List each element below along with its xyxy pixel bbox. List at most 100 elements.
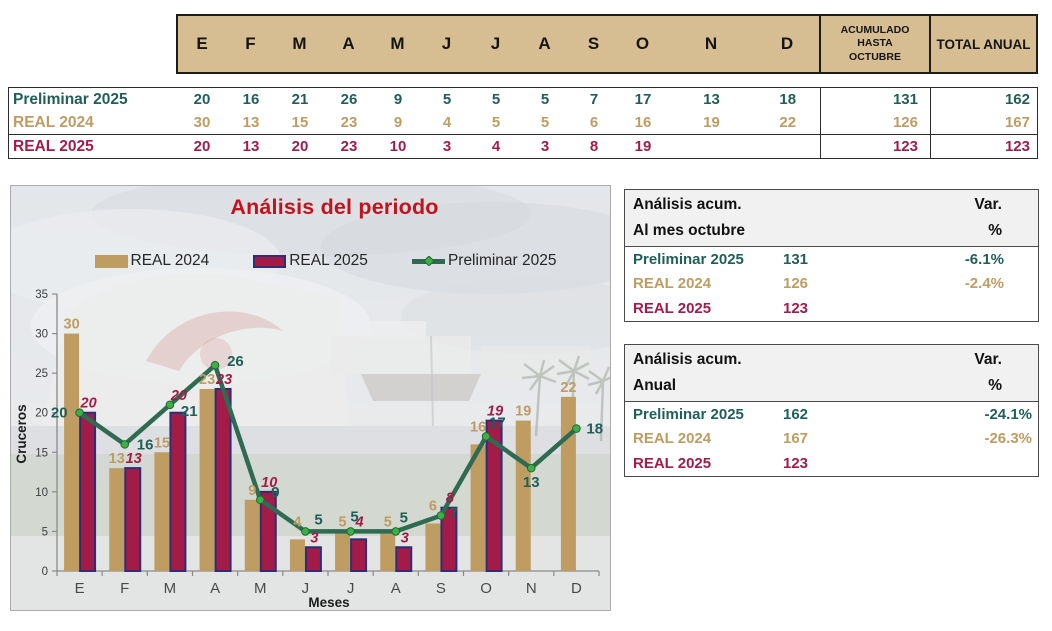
month-header-5: M xyxy=(373,14,422,74)
y-tick-label: 0 xyxy=(42,566,48,578)
y-tick-label: 30 xyxy=(35,329,48,341)
legend-label: Preliminar 2025 xyxy=(447,252,557,269)
bar-real2024 xyxy=(109,468,125,571)
acum-header-title: Análisis acum. xyxy=(633,196,742,213)
month-value-cell: 23 xyxy=(324,134,374,159)
period-analysis-chart: 0 5 10 15 20 25 30 35 E F M A M J J A S O N D 30 13 15 23 9 4 5 5 6 1… xyxy=(10,185,611,611)
line-label-preliminar2025: 18 xyxy=(586,421,603,438)
month-value-cell: 18 xyxy=(755,87,821,111)
total-column-header: TOTAL ANUAL xyxy=(929,14,1038,74)
line-label-preliminar2025: 7 xyxy=(450,505,458,522)
month-value-cell: 30 xyxy=(193,114,211,131)
bar-real2024 xyxy=(335,531,351,571)
month-header-7: J xyxy=(471,14,520,74)
month-value-cell: 26 xyxy=(324,87,374,111)
month-header-1: E xyxy=(176,14,226,74)
bar-real2025 xyxy=(395,546,413,572)
acum-row-label: Preliminar 2025 xyxy=(633,405,744,423)
acum-row-value: 123 xyxy=(783,454,809,472)
line-marker-icon xyxy=(75,408,84,418)
line-label-preliminar2025: 20 xyxy=(51,405,68,422)
line-marker-icon xyxy=(572,424,581,433)
y-tick-label: 20 xyxy=(35,408,48,420)
row-label: Preliminar 2025 xyxy=(8,87,178,111)
acum-row-value: 131 xyxy=(783,250,809,268)
line-label-preliminar2025: 16 xyxy=(137,436,154,453)
month-value-cell xyxy=(667,134,756,159)
month-header-2: F xyxy=(226,14,275,74)
bar-real2024 xyxy=(289,539,305,571)
acum-row-value: 162 xyxy=(783,405,809,423)
month-value-cell xyxy=(755,134,821,159)
bar-label-real2024: 4 xyxy=(293,514,301,530)
bar-label-real2024: 23 xyxy=(199,372,215,388)
month-value-cell: 19 xyxy=(618,134,668,159)
bar-label-real2024: 13 xyxy=(109,451,125,467)
month-value-cell: 6 xyxy=(589,114,599,131)
bar-label-real2025: 23 xyxy=(215,372,232,388)
x-category-label: J xyxy=(302,580,310,597)
month-value-cell: 9 xyxy=(393,114,403,131)
y-tick-label: 10 xyxy=(35,487,48,499)
bar-label-real2025: 3 xyxy=(310,530,318,546)
acum-table-row: Preliminar 2025 131 -6.1% xyxy=(625,247,1038,272)
acum-header-title: Análisis acum. xyxy=(633,351,742,368)
bar-label-real2024: 5 xyxy=(384,514,392,530)
line-label-preliminar2025: 9 xyxy=(271,484,279,501)
acum-row-label: REAL 2024 xyxy=(633,275,712,293)
bar-label-real2025: 8 xyxy=(446,491,455,507)
legend-label: REAL 2025 xyxy=(289,252,368,269)
table-row: REAL 2025 20 13 20 23 10 3 4 3 8 19 123 123 xyxy=(8,134,1038,159)
bar-real2024 xyxy=(560,396,576,571)
acum-row-label: REAL 2024 xyxy=(633,430,712,448)
x-category-label: N xyxy=(526,580,537,597)
y-tick-label: 15 xyxy=(35,447,48,459)
table-row: Preliminar 2025 20 16 21 26 9 5 5 5 7 17 13 18 131 162 xyxy=(8,87,1038,111)
bar-label-real2025: 10 xyxy=(261,475,277,491)
bar-real2025 xyxy=(214,387,232,572)
bar-real2024 xyxy=(380,531,396,571)
acum-header-title: Anual xyxy=(633,377,677,394)
acum-header-title: Al mes octubre xyxy=(633,222,745,239)
line-marker-icon xyxy=(391,527,401,536)
bar-label-real2024: 30 xyxy=(64,317,80,333)
line-preliminar2025 xyxy=(77,362,579,534)
total-value-cell: 162 xyxy=(930,87,1038,111)
bar-label-real2025: 13 xyxy=(126,451,142,467)
bar-real2025 xyxy=(259,490,277,573)
bar-real2025 xyxy=(350,538,368,573)
month-value-cell: 13 xyxy=(667,87,756,111)
month-value-cell: 8 xyxy=(569,134,619,159)
month-value-cell: 21 xyxy=(275,87,325,111)
month-header-8: A xyxy=(520,14,569,74)
line-marker-icon xyxy=(346,527,355,536)
line-label-preliminar2025: 5 xyxy=(350,508,358,525)
legend-swatch-icon xyxy=(253,254,287,268)
month-value-cell: 19 xyxy=(703,114,720,131)
acum-row-variation: -6.1% xyxy=(964,250,1004,268)
bar-real2024 xyxy=(64,333,80,571)
bar-label-real2024: 6 xyxy=(429,499,437,515)
month-value-cell: 10 xyxy=(373,134,423,159)
bar-label-real2025: 20 xyxy=(170,388,187,404)
month-header-11: N xyxy=(667,14,755,74)
bar-real2025 xyxy=(124,467,142,572)
month-value-cell: 3 xyxy=(520,134,570,159)
total-value-cell: 123 xyxy=(930,134,1038,159)
month-value-cell: 4 xyxy=(442,114,452,131)
month-header-12: D xyxy=(755,14,820,74)
month-value-cell: 4 xyxy=(471,134,521,159)
acum-table-annual: Análisis acum. Var. Anual% Preliminar 2025 1… xyxy=(624,344,1039,477)
x-category-label: S xyxy=(436,580,446,597)
acum-table-row: REAL 2024 167 -26.3% xyxy=(625,427,1038,452)
acum-value-cell: 123 xyxy=(820,134,931,159)
acum-column-header: ACUMULADO HASTA OCTUBRE xyxy=(819,14,931,74)
legend-item-preliminar-2025: Preliminar 2025 xyxy=(411,252,557,270)
bar-label-real2024: 16 xyxy=(470,419,486,435)
bar-real2025 xyxy=(79,411,97,572)
month-value-cell: 16 xyxy=(634,114,652,131)
bar-label-real2024: 19 xyxy=(515,404,531,420)
header-spacer xyxy=(8,15,177,73)
bar-real2025 xyxy=(304,546,322,572)
